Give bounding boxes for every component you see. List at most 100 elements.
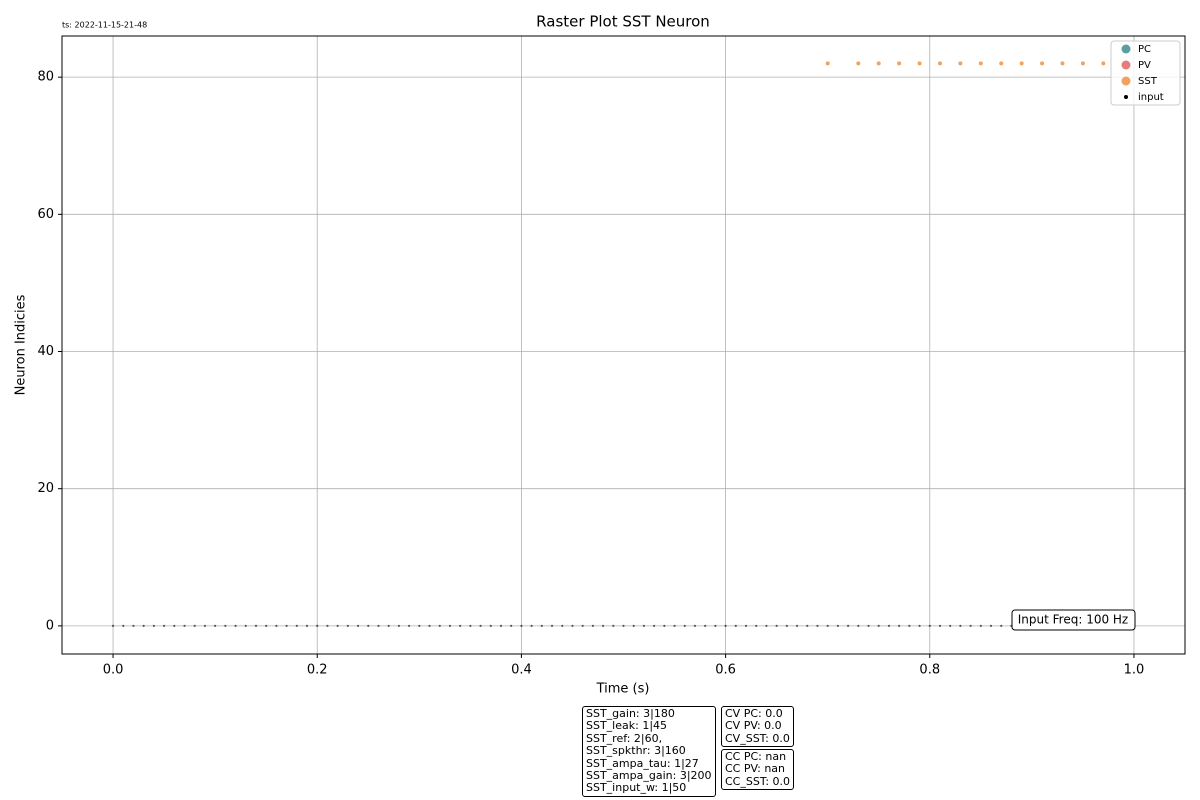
spike	[540, 624, 543, 627]
spike	[244, 624, 247, 627]
spike	[326, 624, 329, 627]
spike	[938, 624, 942, 627]
legend-marker	[1121, 44, 1131, 54]
spike	[959, 624, 962, 627]
spike	[418, 624, 421, 627]
annotation-box	[1011, 609, 1136, 631]
box-line: CC PC: nan	[725, 750, 787, 763]
spike	[530, 624, 533, 627]
spike	[867, 624, 870, 627]
spike	[724, 624, 727, 627]
spike	[887, 624, 891, 627]
spike	[979, 624, 982, 627]
spike	[295, 624, 298, 627]
spike	[775, 624, 778, 627]
y-axis-label: Neuron Indicies	[14, 294, 29, 395]
spike	[825, 61, 830, 66]
spike	[550, 624, 554, 627]
spike	[683, 624, 686, 627]
spike	[203, 624, 207, 627]
x-axis-label: Time (s)	[596, 682, 650, 697]
spike	[173, 624, 176, 627]
timestamp: ts: 2022-11-15-21-48	[62, 21, 147, 30]
box-line: CC_SST: 0.0	[725, 774, 791, 788]
spike	[122, 624, 125, 627]
chart: ts: 2022-11-15-21-48 Raster Plot SST Neu…	[14, 13, 1186, 697]
spike	[234, 624, 237, 627]
spike	[642, 624, 646, 627]
chart-title: Raster Plot SST Neuron	[536, 13, 710, 31]
spike	[673, 624, 676, 627]
spike	[336, 624, 339, 627]
spike	[224, 624, 227, 627]
y-tick-label: 40	[37, 344, 54, 359]
x-tick-label: 0.0	[103, 663, 124, 678]
spike	[387, 624, 390, 627]
box-line: SST_ampa_tau: 1|27	[586, 756, 699, 770]
legend-box	[1110, 40, 1181, 106]
spike	[561, 624, 564, 627]
spike	[305, 624, 309, 627]
spike	[785, 624, 788, 627]
spike	[132, 624, 135, 627]
legend-marker	[1121, 76, 1131, 86]
plot-frame	[61, 35, 1186, 655]
spike	[857, 624, 860, 627]
spike	[520, 624, 523, 627]
spike	[622, 624, 625, 627]
box-line: CV PV: 0.0	[725, 719, 782, 733]
spike	[978, 61, 983, 66]
spike	[847, 624, 850, 627]
spike	[510, 624, 513, 627]
spike	[918, 624, 921, 627]
legend-label: input	[1138, 92, 1164, 103]
spike	[571, 624, 574, 627]
box-line: CV PC: 0.0	[725, 707, 783, 720]
spike	[356, 624, 360, 627]
box-line: CV_SST: 0.0	[725, 731, 790, 745]
spike	[836, 624, 839, 627]
spike	[989, 624, 993, 627]
spike	[1000, 624, 1003, 627]
x-tick-label: 0.4	[511, 663, 532, 678]
spike	[438, 624, 441, 627]
spike	[448, 624, 452, 627]
spike	[285, 624, 288, 627]
spike	[876, 61, 881, 66]
spike	[856, 61, 861, 66]
spike	[111, 624, 115, 627]
spike	[459, 624, 462, 627]
y-tick-label: 80	[37, 70, 54, 85]
legend-marker	[1121, 60, 1131, 70]
spike	[377, 624, 380, 627]
box-line: SST_ampa_gain: 3|200	[586, 769, 712, 783]
spike	[969, 624, 972, 627]
spike	[275, 624, 278, 627]
x-tick-label: 0.2	[307, 663, 328, 678]
spike	[714, 624, 717, 627]
spike	[1101, 61, 1106, 66]
spike	[162, 624, 166, 627]
spike	[755, 624, 758, 627]
spike	[612, 624, 615, 627]
spike	[581, 624, 584, 627]
spike	[601, 624, 605, 627]
annotation: Input Freq: 100 Hz	[1011, 609, 1136, 631]
box-line: SST_ref: 2|60,	[586, 731, 663, 745]
box-line: SST_gain: 3|180	[586, 707, 675, 720]
box-line: SST_leak: 1|45	[586, 719, 668, 733]
y-tick-label: 0	[46, 618, 54, 633]
spike	[693, 624, 697, 627]
spike	[908, 624, 911, 627]
spike	[265, 624, 268, 627]
box-line: CC PV: nan	[725, 762, 786, 776]
spike	[958, 61, 963, 66]
spike	[397, 624, 400, 627]
box-line: SST_input_w: 1|50	[586, 781, 687, 795]
spike	[653, 624, 656, 627]
x-tick-label: 1.0	[1124, 663, 1145, 678]
legend-label: PC	[1138, 44, 1151, 55]
spike	[795, 624, 799, 627]
spike	[152, 624, 155, 627]
